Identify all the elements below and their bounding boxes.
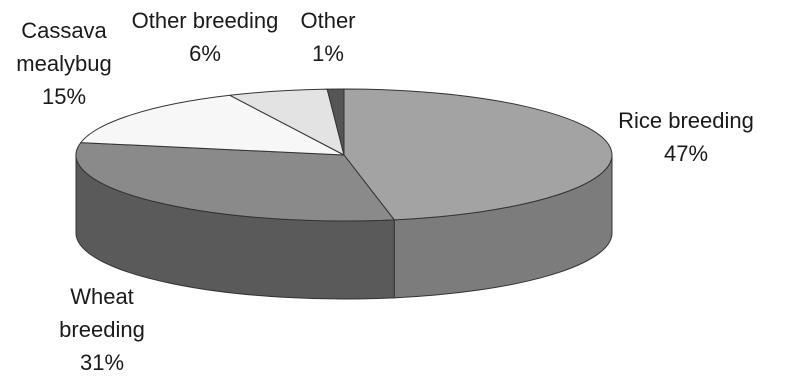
slice-labels: Rice breeding 47% Wheat breeding 31% Cassava m…	[16, 8, 754, 375]
slice-cassava-mealybug	[80, 94, 345, 156]
slice-other	[326, 88, 345, 156]
label-other: Other 1%	[300, 8, 355, 66]
label-wheat-breeding: Wheat breeding 31%	[59, 284, 145, 375]
pie-slices	[75, 88, 613, 222]
slice-wheat-breeding	[75, 142, 395, 222]
label-cassava-mealybug: Cassava mealybug 15%	[16, 18, 111, 109]
slice-rice-breeding	[343, 88, 613, 221]
label-other-breeding: Other breeding 6%	[132, 8, 279, 66]
label-rice-breeding: Rice breeding 47%	[618, 108, 754, 166]
